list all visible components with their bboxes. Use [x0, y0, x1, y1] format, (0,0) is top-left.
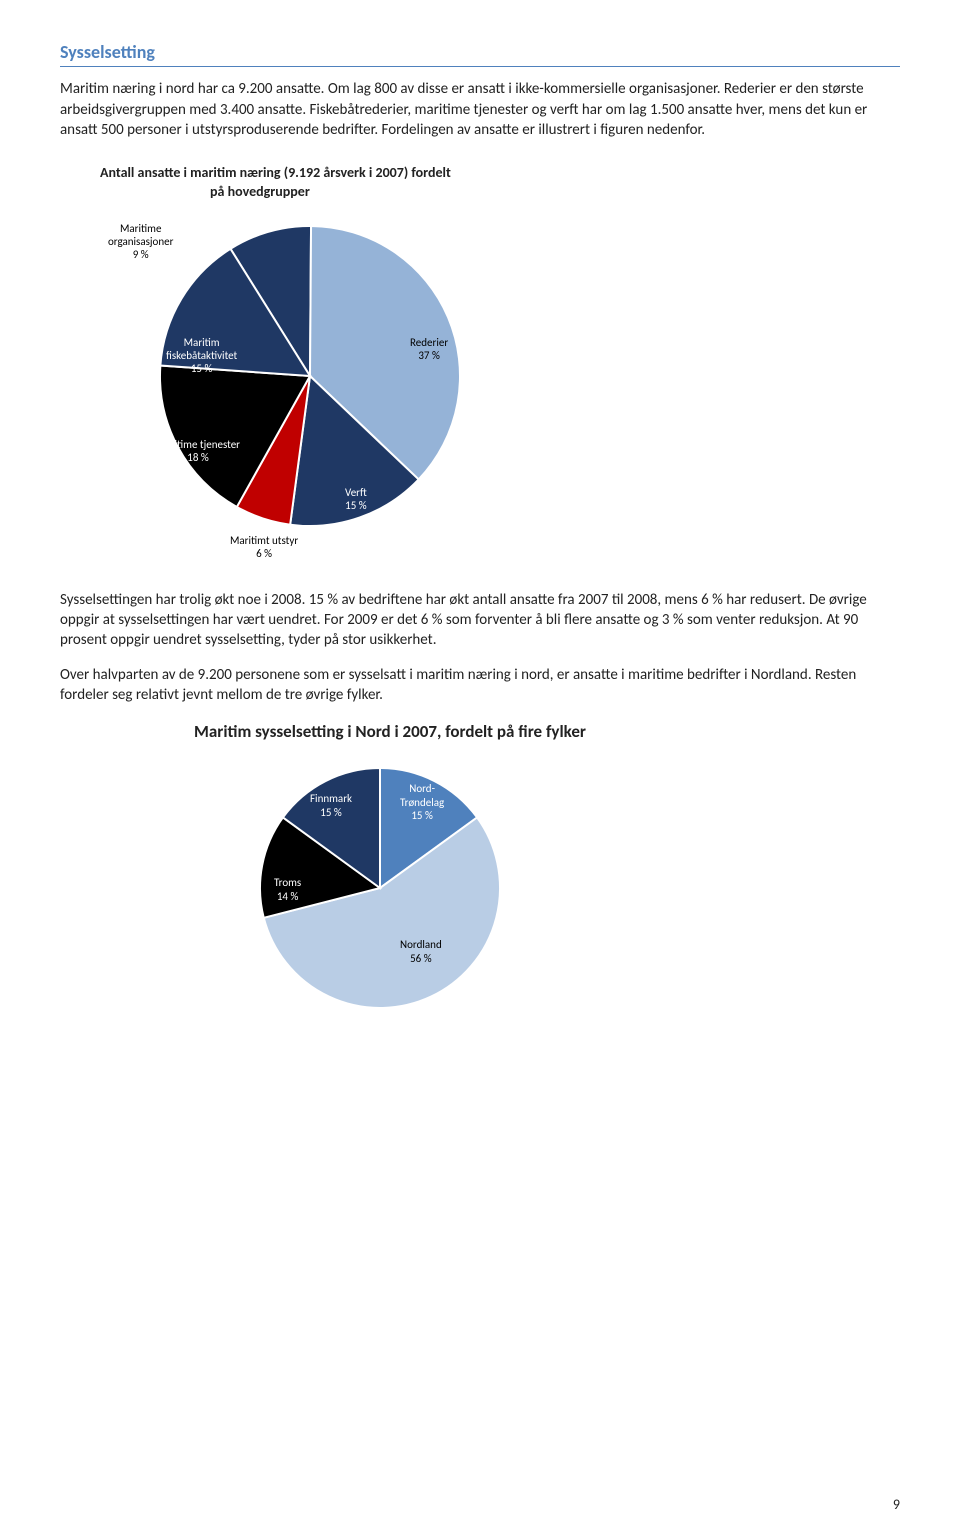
chart-1-title-line2: på hovedgrupper [210, 183, 900, 202]
paragraph-1: Maritim næring i nord har ca 9.200 ansat… [60, 79, 900, 140]
paragraph-3: Over halvparten av de 9.200 personene so… [60, 665, 900, 706]
pie-slice-label: Maritimt utstyr6 % [230, 534, 298, 560]
pie-slice-label: Nordland56 % [400, 938, 442, 964]
pie-slice-label: Maritime tjenester18 % [156, 438, 240, 464]
chart-1-title: Antall ansatte i maritim næring (9.192 å… [100, 164, 900, 202]
pie-slice-label: Maritimeorganisasjoner9 % [108, 222, 173, 262]
pie-slice-label: Rederier37 % [410, 336, 448, 362]
page-number: 9 [893, 1496, 900, 1515]
paragraph-2: Sysselsettingen har trolig økt noe i 200… [60, 590, 900, 651]
chart-1-title-line1: Antall ansatte i maritim næring (9.192 å… [100, 164, 451, 181]
pie-slice-label: Nord-Trøndelag15 % [400, 782, 444, 822]
pie-slice-label: Maritimfiskebåtaktivitet15 % [166, 336, 237, 376]
pie-slice-label: Finnmark15 % [310, 792, 352, 818]
chart-2-container: Maritim sysselsetting i Nord i 2007, for… [180, 721, 900, 1048]
chart-1-container: Antall ansatte i maritim næring (9.192 å… [100, 164, 900, 566]
pie-slice-label: Troms14 % [274, 876, 301, 902]
section-heading: Sysselsetting [60, 40, 900, 67]
chart-2-pie: Nord-Trøndelag15 % Nordland56 % Troms14 % F… [180, 748, 580, 1048]
chart-2-title: Maritim sysselsetting i Nord i 2007, for… [180, 721, 600, 742]
pie-slice-label: Verft15 % [345, 486, 367, 512]
chart-2-svg [180, 748, 580, 1048]
chart-1-pie: Maritimeorganisasjoner9 % Rederier37 % Ver… [100, 206, 540, 566]
